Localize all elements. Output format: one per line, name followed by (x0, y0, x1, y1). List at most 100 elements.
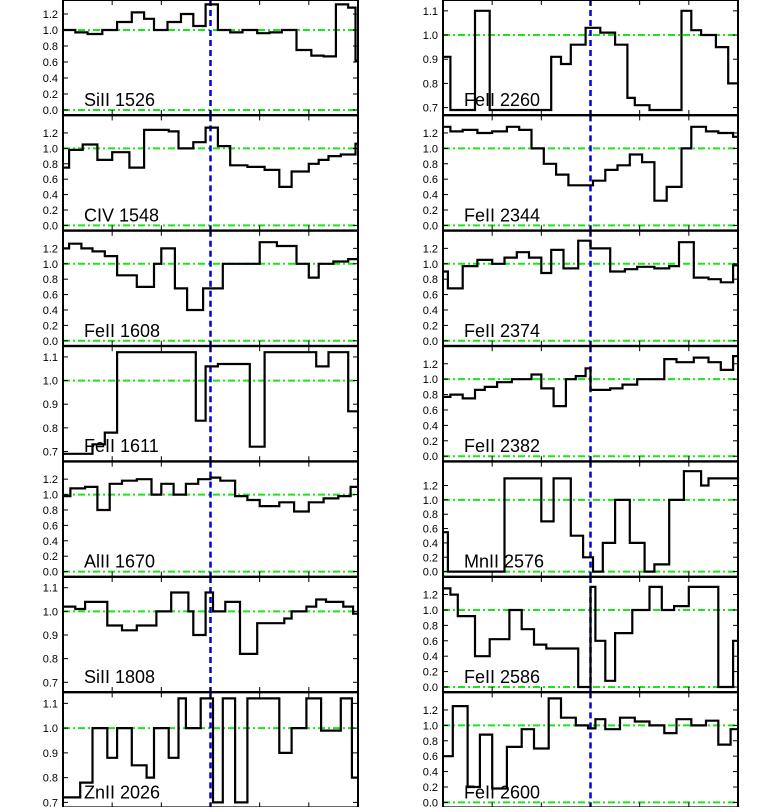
y-tick-label: 1.0 (423, 30, 438, 42)
y-tick-label: 1.2 (43, 243, 58, 255)
y-tick-label: 1.0 (43, 376, 58, 388)
y-tick-label: 0.4 (423, 190, 438, 202)
y-tick-label: 1.1 (43, 352, 58, 364)
y-tick-label: 1.0 (43, 723, 58, 735)
y-tick-label: 1.0 (423, 374, 438, 386)
spectrum-step-line (63, 241, 358, 312)
y-tick-label: 0.4 (423, 538, 438, 550)
spectrum-step-line (63, 3, 358, 62)
y-tick-label: 1.2 (43, 128, 58, 140)
y-tick-label: 0.7 (43, 677, 58, 689)
y-tick-label: 1.1 (43, 583, 58, 595)
y-tick-label: 1.0 (423, 720, 438, 732)
y-tick-label: 0.9 (43, 630, 58, 642)
spectrum-step-line (443, 470, 740, 573)
y-tick-label: 0.0 (423, 567, 438, 579)
y-tick-label: 1.2 (423, 243, 438, 255)
spectra (63, 3, 740, 804)
y-tick-label: 1.0 (43, 606, 58, 618)
y-tick-label: 0.6 (423, 751, 438, 763)
y-tick-label: 0.8 (43, 505, 58, 517)
y-tick-label: 0.4 (43, 190, 58, 202)
y-tick-label: 0.6 (43, 290, 58, 302)
y-tick-label: 0.0 (43, 105, 58, 117)
panel-text: 0.0 0.2 0.4 0.6 0.8 1.0 1.2 SiII 1526 0.0 0.2 0.4 0… (43, 6, 544, 810)
spectrum-step-line (63, 591, 358, 655)
spectrum-step-line (443, 125, 738, 202)
reference-lines (63, 0, 738, 808)
spectrum-step-line (443, 355, 738, 408)
y-tick-label: 0.0 (423, 451, 438, 463)
y-tick-label: 1.0 (423, 495, 438, 507)
transition-label: FeII 2600 (464, 782, 540, 802)
y-tick-label: 0.2 (43, 89, 58, 101)
y-tick-label: 0.9 (43, 399, 58, 411)
y-tick-label: 0.0 (43, 220, 58, 232)
y-tick-label: 1.0 (423, 605, 438, 617)
y-tick-label: 0.8 (423, 159, 438, 171)
y-tick-label: 0.6 (43, 174, 58, 186)
spectrum-step-line (443, 239, 738, 290)
y-tick-label: 0.2 (43, 551, 58, 563)
y-tick-label: 0.2 (43, 205, 58, 217)
y-tick-label: 1.0 (423, 143, 438, 155)
y-tick-label: 0.2 (423, 782, 438, 794)
y-tick-label: 0.8 (43, 654, 58, 666)
transition-label: FeII 1608 (84, 321, 160, 341)
y-tick-label: 0.9 (423, 54, 438, 66)
spectrum-step-line (63, 697, 358, 804)
y-tick-label: 0.8 (423, 274, 438, 286)
y-tick-label: 0.8 (423, 620, 438, 632)
transition-label: FeII 2374 (464, 321, 540, 341)
y-tick-label: 0.4 (423, 420, 438, 432)
y-tick-label: 0.7 (43, 446, 58, 458)
spectrum-step-line (63, 126, 358, 188)
y-tick-label: 1.0 (423, 259, 438, 271)
panel-frames (62, 0, 739, 809)
y-tick-label: 0.6 (423, 290, 438, 302)
y-tick-label: 0.2 (423, 320, 438, 332)
transition-label: CIV 1548 (84, 205, 159, 225)
spectrum-step-line (443, 697, 738, 790)
transition-label: SiII 1526 (84, 90, 155, 110)
transition-label: ZnII 2026 (84, 782, 160, 802)
y-tick-label: 1.0 (43, 143, 58, 155)
y-tick-label: 0.9 (43, 748, 58, 760)
y-tick-label: 1.1 (423, 6, 438, 18)
transition-label: MnII 2576 (464, 552, 544, 572)
y-tick-label: 1.2 (43, 9, 58, 21)
y-tick-label: 0.8 (423, 78, 438, 90)
y-tick-label: 0.2 (423, 436, 438, 448)
spectrum-step-line (63, 351, 358, 455)
spectrum-step-line (443, 9, 738, 112)
y-tick-label: 0.0 (423, 682, 438, 694)
transition-label: FeII 2260 (464, 90, 540, 110)
y-tick-label: 0.8 (43, 274, 58, 286)
y-tick-label: 0.4 (423, 651, 438, 663)
spectrum-step-line (443, 585, 738, 689)
y-tick-label: 0.0 (43, 336, 58, 348)
transition-label: FeII 1611 (84, 436, 159, 456)
y-tick-label: 0.4 (43, 73, 58, 85)
y-tick-label: 0.6 (43, 520, 58, 532)
y-tick-label: 0.0 (423, 220, 438, 232)
transition-label: SiII 1808 (84, 667, 155, 687)
y-tick-label: 0.8 (43, 773, 58, 785)
y-tick-label: 0.0 (423, 797, 438, 807)
y-tick-label: 0.6 (423, 174, 438, 186)
y-tick-label: 0.8 (423, 509, 438, 521)
y-tick-label: 1.0 (43, 490, 58, 502)
y-tick-label: 0.2 (423, 552, 438, 564)
y-tick-label: 0.8 (423, 390, 438, 402)
y-tick-label: 1.1 (43, 698, 58, 710)
y-tick-label: 0.8 (423, 736, 438, 748)
y-tick-label: 0.8 (43, 41, 58, 53)
transition-label: FeII 2344 (464, 205, 540, 225)
y-tick-label: 0.2 (423, 205, 438, 217)
transition-label: FeII 2586 (464, 667, 540, 687)
y-tick-label: 0.2 (423, 667, 438, 679)
y-tick-label: 0.7 (43, 797, 58, 807)
y-tick-label: 1.2 (43, 474, 58, 486)
